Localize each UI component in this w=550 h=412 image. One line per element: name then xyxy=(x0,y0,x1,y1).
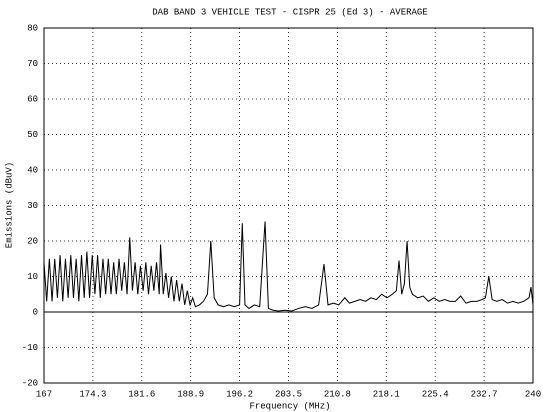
x-tick-label: 232.7 xyxy=(471,389,498,399)
x-tick-label: 167 xyxy=(36,389,52,399)
plot-frame xyxy=(43,27,534,384)
y-axis-label: Emissions (dBuV) xyxy=(4,162,14,248)
y-tick-label: 30 xyxy=(27,201,38,211)
x-tick-label: 181.6 xyxy=(128,389,155,399)
y-tick-label: 60 xyxy=(27,94,38,104)
x-axis-label: Frequency (MHz) xyxy=(249,401,330,411)
y-tick-label: 20 xyxy=(27,236,38,246)
x-tick-label: 225.4 xyxy=(422,389,449,399)
y-tick-label: 40 xyxy=(27,165,38,175)
y-tick-label: 70 xyxy=(27,59,38,69)
chart-title: DAB BAND 3 VEHICLE TEST - CISPR 25 (Ed 3… xyxy=(152,7,427,17)
x-tick-label: 210.8 xyxy=(324,389,351,399)
y-tick-label: 50 xyxy=(27,130,38,140)
y-tick-label: 10 xyxy=(27,272,38,282)
y-tick-label: 80 xyxy=(27,23,38,33)
x-tick-label: 240 xyxy=(525,389,541,399)
y-tick-label: 0 xyxy=(33,307,38,317)
y-tick-label: -20 xyxy=(22,378,38,388)
x-tick-label: 218.1 xyxy=(373,389,400,399)
data-line xyxy=(43,221,534,312)
x-tick-label: 203.5 xyxy=(275,389,302,399)
x-tick-label: 196.2 xyxy=(226,389,253,399)
x-tick-label: 174.3 xyxy=(79,389,106,399)
x-tick-label: 188.9 xyxy=(177,389,204,399)
y-tick-label: -10 xyxy=(22,343,38,353)
